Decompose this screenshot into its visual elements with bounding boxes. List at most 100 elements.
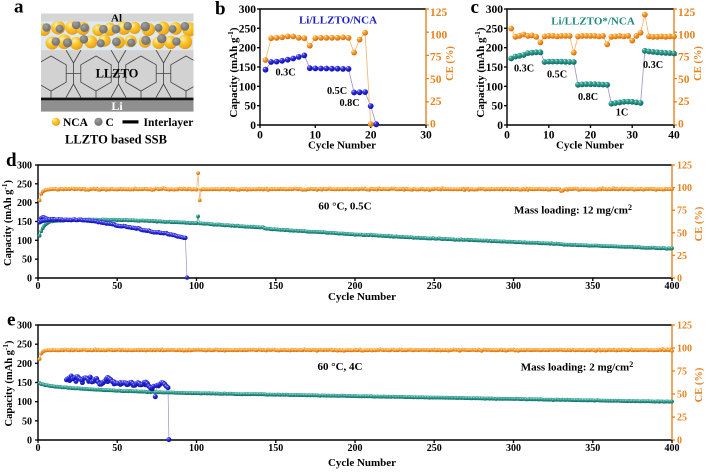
svg-text:75: 75 [430,52,442,64]
svg-text:300: 300 [17,161,32,172]
svg-text:0: 0 [677,436,682,447]
svg-text:CE (%): CE (%) [445,46,456,81]
svg-text:Capacity (mAh g-1): Capacity (mAh g-1) [473,27,487,117]
svg-text:50: 50 [677,228,687,239]
svg-text:b: b [215,0,226,20]
svg-text:0.8C: 0.8C [339,98,359,109]
svg-text:25: 25 [677,413,687,424]
svg-text:200: 200 [17,359,32,370]
svg-text:Mass loading: 12 mg/cm2: Mass loading: 12 mg/cm2 [514,203,632,217]
svg-text:50: 50 [678,74,690,86]
svg-text:d: d [6,150,17,171]
svg-text:c: c [471,0,479,18]
svg-text:Li/LLZTO/NCA: Li/LLZTO/NCA [299,15,377,27]
svg-text:250: 250 [427,443,442,454]
svg-text:200: 200 [486,43,504,55]
svg-text:150: 150 [486,62,504,74]
svg-text:100: 100 [17,397,32,408]
svg-text:400: 400 [665,281,680,292]
svg-text:50: 50 [112,281,122,292]
svg-text:150: 150 [239,62,257,74]
svg-text:100: 100 [189,281,204,292]
svg-text:50: 50 [245,101,257,113]
svg-text:250: 250 [17,340,32,351]
svg-text:125: 125 [678,7,696,19]
svg-text:300: 300 [486,4,504,16]
svg-text:50: 50 [112,443,122,454]
svg-text:200: 200 [348,443,363,454]
svg-text:100: 100 [677,183,692,194]
svg-text:300: 300 [506,281,521,292]
svg-text:Cycle Number: Cycle Number [556,140,624,152]
svg-text:150: 150 [17,217,32,228]
svg-text:300: 300 [17,321,32,332]
svg-text:125: 125 [677,161,692,172]
svg-text:CE (%): CE (%) [694,367,705,402]
svg-text:100: 100 [239,81,257,93]
svg-text:0: 0 [27,436,32,447]
svg-text:Li/LLZTO*/NCA: Li/LLZTO*/NCA [551,16,635,28]
svg-text:CE (%): CE (%) [693,46,704,81]
svg-text:Al: Al [111,12,122,24]
svg-text:250: 250 [239,23,257,35]
svg-text:0.3C: 0.3C [643,60,663,71]
svg-text:0: 0 [504,130,510,142]
svg-text:25: 25 [677,251,687,262]
svg-text:100: 100 [486,81,504,93]
svg-text:0.5C: 0.5C [547,70,567,81]
svg-text:100: 100 [17,236,32,247]
svg-text:60 °C, 0.5C: 60 °C, 0.5C [318,201,371,213]
svg-text:C: C [106,117,114,129]
svg-text:0: 0 [677,274,682,285]
svg-text:125: 125 [430,7,448,19]
svg-text:250: 250 [17,179,32,190]
svg-text:0: 0 [36,281,41,292]
svg-text:200: 200 [348,281,363,292]
svg-text:50: 50 [430,74,442,86]
svg-text:100: 100 [677,344,692,355]
svg-text:1C: 1C [616,108,628,119]
svg-text:CE (%): CE (%) [694,206,705,241]
svg-text:100: 100 [678,29,696,41]
svg-text:125: 125 [677,321,692,332]
svg-text:150: 150 [268,443,283,454]
svg-text:150: 150 [268,281,283,292]
svg-text:100: 100 [430,29,448,41]
svg-text:20: 20 [365,130,377,142]
svg-text:30: 30 [626,130,638,142]
svg-text:Cycle Number: Cycle Number [328,457,396,469]
svg-text:60 °C, 4C: 60 °C, 4C [317,361,362,373]
svg-text:10: 10 [543,130,555,142]
svg-text:0: 0 [27,274,32,285]
svg-text:50: 50 [22,416,32,427]
svg-text:25: 25 [430,96,442,108]
svg-text:0: 0 [257,130,263,142]
svg-text:0.5C: 0.5C [327,86,347,97]
svg-text:a: a [14,0,24,18]
svg-text:LLZTO: LLZTO [96,67,139,81]
svg-text:0.3C: 0.3C [275,68,295,79]
svg-text:0.3C: 0.3C [514,64,534,75]
svg-text:150: 150 [17,378,32,389]
svg-text:Capacity (mAh g-1): Capacity (mAh g-1) [1,340,15,427]
svg-text:40: 40 [668,130,680,142]
svg-text:Mass loading: 2 mg/cm2: Mass loading: 2 mg/cm2 [521,360,633,374]
svg-text:200: 200 [17,198,32,209]
svg-text:50: 50 [492,101,504,113]
svg-text:25: 25 [678,96,690,108]
svg-text:100: 100 [189,443,204,454]
svg-text:75: 75 [677,206,687,217]
svg-text:Capacity (mAh g-1): Capacity (mAh g-1) [0,179,14,266]
svg-text:LLZTO based SSB: LLZTO based SSB [65,133,167,147]
svg-text:Li: Li [111,99,123,113]
svg-text:20: 20 [585,130,597,142]
svg-text:Interlayer: Interlayer [144,117,194,129]
svg-text:75: 75 [678,52,690,64]
svg-text:200: 200 [239,43,257,55]
svg-text:0: 0 [678,119,684,131]
svg-text:Cycle Number: Cycle Number [308,140,376,152]
svg-text:300: 300 [506,443,521,454]
svg-text:0.8C: 0.8C [578,92,598,103]
svg-text:0: 0 [430,119,436,131]
svg-text:0: 0 [497,120,503,132]
